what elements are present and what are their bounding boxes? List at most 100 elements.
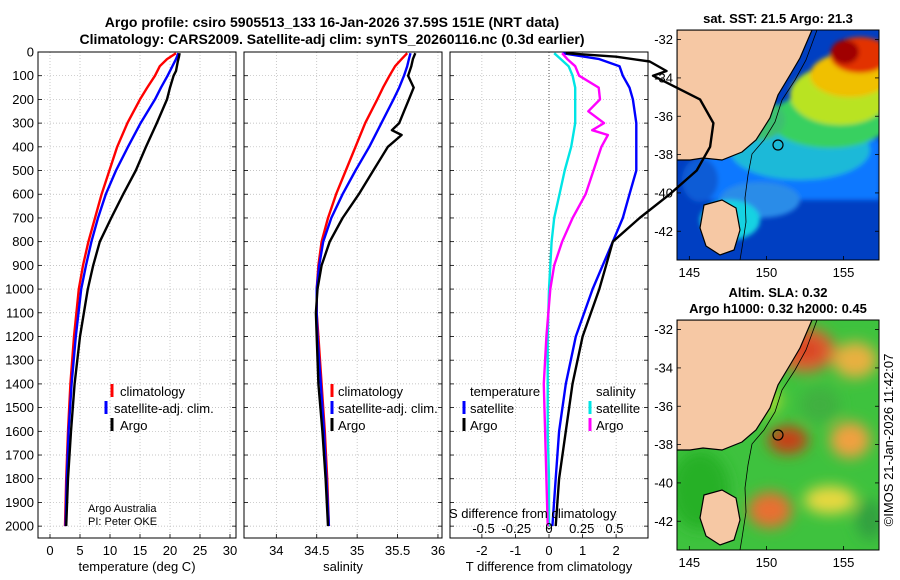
x-tick-label: -1 — [510, 543, 522, 558]
y-tick-label: 1300 — [5, 353, 34, 368]
sst-map-title: sat. SST: 21.5 Argo: 21.3 — [703, 11, 853, 26]
legend-s-argo: Argo — [338, 418, 365, 433]
map-x-label: 155 — [833, 265, 855, 280]
y-tick-label: 1700 — [5, 448, 34, 463]
y-tick-label: 900 — [12, 258, 34, 273]
title-line-1: Argo profile: csiro 5905513_133 16-Jan-2… — [104, 14, 560, 30]
map-y-label: -32 — [654, 32, 673, 47]
s-difference-axis-label: S difference from climatology — [449, 506, 617, 521]
y-tick-label: 1200 — [5, 329, 34, 344]
difference-legend: temperature salinity satellite Argo sate… — [449, 384, 640, 521]
temperature-panel: 0100200300400500600700800900100011001200… — [5, 45, 237, 575]
s-tick-label: -0.5 — [472, 521, 494, 536]
y-tick-label: 1800 — [5, 471, 34, 486]
y-tick-label: 300 — [12, 116, 34, 131]
y-tick-label: 800 — [12, 234, 34, 249]
legend-header-salinity: salinity — [596, 384, 636, 399]
y-tick-label: 2000 — [5, 519, 34, 534]
x-tick-label: 35.5 — [385, 543, 410, 558]
footnote-1: Argo Australia — [88, 503, 157, 515]
series-s-argo — [542, 52, 610, 527]
series-t-satellite — [551, 52, 638, 527]
x-axis-label: temperature (deg C) — [78, 559, 195, 574]
sla-map-title-1: Altim. SLA: 0.32 — [729, 285, 828, 300]
map-y-label: -42 — [654, 224, 673, 239]
x-tick-label: 0 — [46, 543, 53, 558]
legend-t-argo: Argo — [470, 418, 497, 433]
y-tick-label: 100 — [12, 68, 34, 83]
legend-s-satellite: satellite-adj. clim. — [338, 401, 438, 416]
title-line-2: Climatology: CARS2009. Satellite-adj cli… — [79, 31, 585, 47]
series-t-argo — [554, 52, 715, 527]
series-satellite-adj-clim- — [64, 52, 180, 527]
x-tick-label: -2 — [476, 543, 488, 558]
x-tick-label: 30 — [223, 543, 237, 558]
map-y-label: -40 — [654, 475, 673, 490]
y-tick-label: 0 — [27, 45, 34, 60]
s-tick-label: -0.25 — [501, 521, 531, 536]
y-tick-label: 1900 — [5, 495, 34, 510]
legend-t-satellite: satellite — [470, 401, 514, 416]
y-tick-label: 1000 — [5, 282, 34, 297]
imos-credit: ©IMOS 21-Jan-2026 11:42:07 — [881, 354, 896, 527]
x-tick-label: 36 — [431, 543, 445, 558]
axes-frame — [37, 51, 237, 539]
origin-marker — [546, 523, 552, 529]
y-tick-label: 1500 — [5, 400, 34, 415]
x-tick-label: 10 — [103, 543, 117, 558]
y-tick-label: 1600 — [5, 424, 34, 439]
map-x-label: 155 — [833, 555, 855, 570]
map-y-label: -34 — [654, 360, 673, 375]
map-y-label: -38 — [654, 437, 673, 452]
map-y-label: -42 — [654, 514, 673, 529]
footnote-2: PI: Peter OKE — [88, 516, 157, 528]
x-tick-label: 1 — [579, 543, 586, 558]
x-tick-label: 20 — [163, 543, 177, 558]
map-y-label: -36 — [654, 399, 673, 414]
map-x-label: 145 — [678, 555, 700, 570]
map-y-label: -36 — [654, 109, 673, 124]
x-tick-label: 0 — [545, 543, 552, 558]
map-x-label: 150 — [756, 265, 778, 280]
x-tick-label: 15 — [133, 543, 147, 558]
sla-map-title-2: Argo h1000: 0.32 h2000: 0.45 — [689, 301, 867, 316]
difference-panel: -2 -1 0 1 2T difference from climatology -0.5… — [449, 51, 715, 574]
temperature-legend: climatology satellite-adj. clim. Argo Ar… — [88, 384, 214, 528]
y-tick-label: 500 — [12, 163, 34, 178]
legend-header-temperature: temperature — [470, 384, 540, 399]
legend-argo: Argo — [120, 418, 147, 433]
map-y-label: -32 — [654, 322, 673, 337]
x-axis-label: T difference from climatology — [466, 559, 633, 574]
map-y-label: -38 — [654, 147, 673, 162]
series-argo — [65, 52, 181, 527]
x-tick-label: 34.5 — [304, 543, 329, 558]
legend-s-arg: Argo — [596, 418, 623, 433]
x-tick-label: 34 — [269, 543, 283, 558]
y-tick-label: 700 — [12, 210, 34, 225]
salinity-panel: 34 34.5 35 35.5 36 salinity — [243, 51, 445, 574]
legend-s-sat: satellite — [596, 401, 640, 416]
legend-s-climatology: climatology — [338, 384, 404, 399]
map-x-label: 145 — [678, 265, 700, 280]
series-argo — [314, 52, 417, 527]
x-tick-label: 25 — [193, 543, 207, 558]
y-tick-label: 1100 — [6, 305, 34, 320]
y-tick-label: 600 — [12, 187, 34, 202]
series-s-satellite — [546, 52, 577, 527]
salinity-legend: climatology satellite-adj. clim. Argo — [330, 384, 438, 433]
sst-map: sat. SST: 21.5 Argo: 21.3 -32-34-36-38-4… — [654, 11, 880, 280]
legend-climatology: climatology — [120, 384, 186, 399]
x-tick-label: 35 — [350, 543, 364, 558]
x-axis-label: salinity — [323, 559, 363, 574]
legend-satellite: satellite-adj. clim. — [114, 401, 214, 416]
s-tick-label: 0.25 — [569, 521, 594, 536]
series-satellite-adj-clim- — [315, 52, 412, 527]
x-tick-label: 5 — [76, 543, 83, 558]
s-tick-label: 0.5 — [605, 521, 623, 536]
x-tick-label: 2 — [613, 543, 620, 558]
axes-frame — [243, 51, 443, 539]
figure-title: Argo profile: csiro 5905513_133 16-Jan-2… — [0, 14, 664, 48]
y-tick-label: 200 — [12, 92, 34, 107]
